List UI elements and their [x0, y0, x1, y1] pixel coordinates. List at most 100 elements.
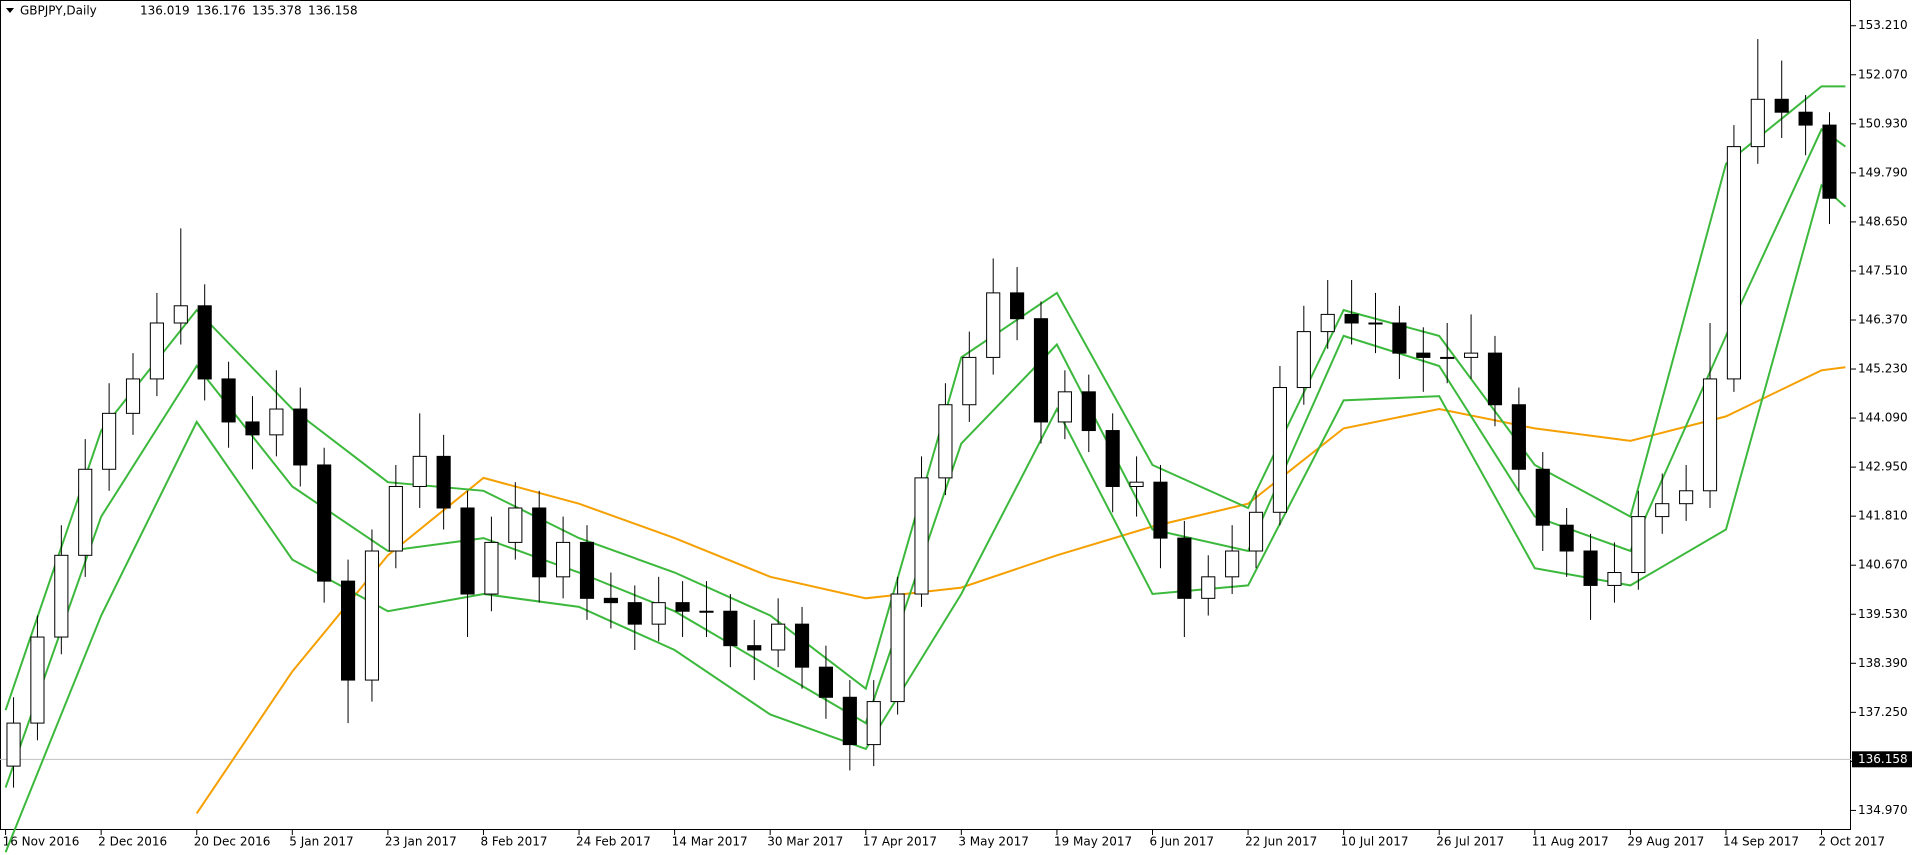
y-tick-label: 144.090: [1858, 411, 1908, 425]
candle-body: [1105, 430, 1120, 487]
candle-body: [197, 305, 212, 380]
y-tick-label: 150.930: [1858, 116, 1908, 130]
candle-body: [102, 412, 117, 470]
candle-body: [1177, 537, 1192, 599]
candle-body: [1081, 391, 1096, 432]
candle-body: [675, 602, 690, 612]
candle-body: [221, 378, 236, 423]
x-tick-label: 23 Jan 2017: [385, 835, 457, 849]
candle-body: [30, 636, 45, 724]
candle-body: [771, 623, 786, 651]
candle-body: [699, 610, 714, 613]
x-tick-label: 5 Jan 2017: [289, 835, 353, 849]
candle-body: [556, 541, 571, 578]
candle-body: [579, 541, 595, 599]
candle-body: [1583, 550, 1598, 586]
candle-body: [818, 666, 834, 698]
y-tick-label: 153.210: [1858, 18, 1908, 32]
plot-frame: [0, 0, 1851, 830]
header-price: 136.019: [140, 4, 190, 18]
x-tick-label: 11 Aug 2017: [1532, 835, 1609, 849]
candle-body: [364, 550, 380, 681]
indicator-line: [195, 366, 1846, 814]
candle-body: [962, 356, 977, 406]
y-tick-label: 149.790: [1858, 165, 1908, 179]
candle-body: [317, 464, 332, 582]
candle-body: [1822, 124, 1837, 199]
candle-body: [436, 455, 451, 509]
x-tick-label: 26 Jul 2017: [1436, 835, 1504, 849]
candle-body: [1631, 516, 1646, 574]
last-price-box: [1852, 751, 1912, 768]
x-tick-label: 10 Jul 2017: [1341, 835, 1409, 849]
candle-body: [1750, 98, 1765, 148]
candle-body: [723, 610, 738, 647]
candle-body: [340, 580, 356, 681]
x-tick-label: 2 Dec 2016: [98, 835, 167, 849]
candle-body: [1201, 576, 1216, 599]
header-price: 136.176: [196, 4, 246, 18]
x-tick-label: 8 Feb 2017: [480, 835, 547, 849]
candle-body: [986, 292, 1001, 358]
candle-body: [1153, 481, 1168, 539]
candle-body: [1416, 352, 1431, 358]
candle-body: [1702, 378, 1718, 492]
candle-body: [1655, 503, 1670, 518]
y-tick-label: 146.370: [1858, 312, 1908, 326]
candle-body: [1392, 322, 1407, 354]
candle-body: [866, 701, 881, 746]
y-tick-label: 145.230: [1858, 362, 1908, 376]
candle-body: [54, 554, 69, 638]
candle-body: [1726, 146, 1741, 380]
y-tick-label: 147.510: [1858, 263, 1908, 277]
y-tick-label: 142.950: [1858, 460, 1908, 474]
y-tick-label: 139.530: [1858, 607, 1908, 621]
candle-body: [1774, 98, 1789, 113]
collapse-arrow: [6, 8, 14, 13]
candle-body: [1559, 524, 1574, 552]
candle-body: [1798, 111, 1813, 126]
candle-body: [1511, 404, 1526, 470]
y-tick-label: 137.250: [1858, 705, 1908, 719]
x-tick-label: 17 Apr 2017: [863, 835, 937, 849]
header-price: 136.158: [308, 4, 358, 18]
x-tick-label: 22 Jun 2017: [1245, 835, 1317, 849]
candle-body: [173, 305, 188, 324]
candle-body: [1535, 468, 1550, 526]
x-tick-label: 2 Oct 2017: [1819, 835, 1886, 849]
candle-body: [6, 722, 21, 767]
x-tick-label: 30 Mar 2017: [767, 835, 843, 849]
candle-body: [245, 421, 260, 436]
candle-body: [747, 645, 762, 651]
candle-body: [603, 597, 618, 604]
candle-body: [412, 455, 427, 487]
x-tick-label: 20 Dec 2016: [194, 835, 271, 849]
y-tick-label: 138.390: [1858, 656, 1908, 670]
candle-body: [1248, 511, 1264, 552]
candle-body: [508, 507, 523, 543]
candle-body: [1296, 331, 1311, 389]
candle-body: [388, 485, 403, 552]
y-tick-label: 140.670: [1858, 558, 1908, 572]
x-tick-label: 6 Jun 2017: [1149, 835, 1214, 849]
candle-body: [1320, 313, 1335, 333]
candle-body: [1440, 356, 1455, 359]
candle-body: [1368, 322, 1383, 325]
x-tick-label: 19 May 2017: [1054, 835, 1132, 849]
candle-body: [293, 408, 308, 466]
candle-body: [78, 468, 93, 556]
candle-body: [890, 593, 905, 703]
candle-body: [938, 404, 953, 479]
candle-body: [1272, 387, 1288, 513]
candle-body: [627, 602, 642, 625]
y-tick-label: 152.070: [1858, 67, 1908, 81]
x-tick-label: 14 Sep 2017: [1723, 835, 1799, 849]
x-tick-label: 24 Feb 2017: [576, 835, 651, 849]
candle-body: [125, 378, 141, 414]
candle-body: [842, 696, 857, 746]
candle-body: [1033, 318, 1049, 423]
candle-body: [1225, 550, 1240, 578]
y-tick-label: 148.650: [1858, 214, 1908, 228]
x-tick-label: 16 Nov 2016: [3, 835, 80, 849]
